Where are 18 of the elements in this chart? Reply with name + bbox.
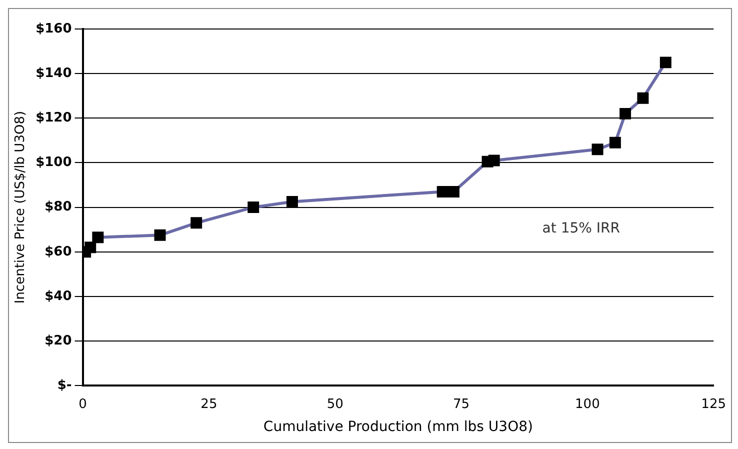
x-tick-label: 75 — [452, 396, 470, 412]
x-tick-label: 100 — [575, 396, 600, 412]
x-axis-title: Cumulative Production (mm lbs U3O8) — [263, 419, 533, 436]
y-tick-label: $60 — [44, 244, 72, 260]
x-tick-label: 50 — [326, 396, 344, 412]
y-axis-title: Incentive Price (US$/lb U3O8) — [13, 110, 28, 304]
y-tick-label: $100 — [36, 155, 72, 170]
x-tick-label: 0 — [78, 396, 87, 412]
y-tick-label: $80 — [44, 200, 72, 215]
x-tick-label: 125 — [701, 396, 726, 412]
x-tick-label: 25 — [200, 396, 218, 412]
y-tick-label: $120 — [36, 110, 72, 126]
y-tick-label: $160 — [36, 21, 72, 36]
y-tick-label: $- — [57, 378, 72, 393]
y-tick-label: $20 — [44, 333, 72, 348]
annotation: at 15% IRR — [542, 220, 620, 236]
y-tick-label: $140 — [36, 66, 72, 81]
y-tick-label: $40 — [44, 288, 72, 304]
